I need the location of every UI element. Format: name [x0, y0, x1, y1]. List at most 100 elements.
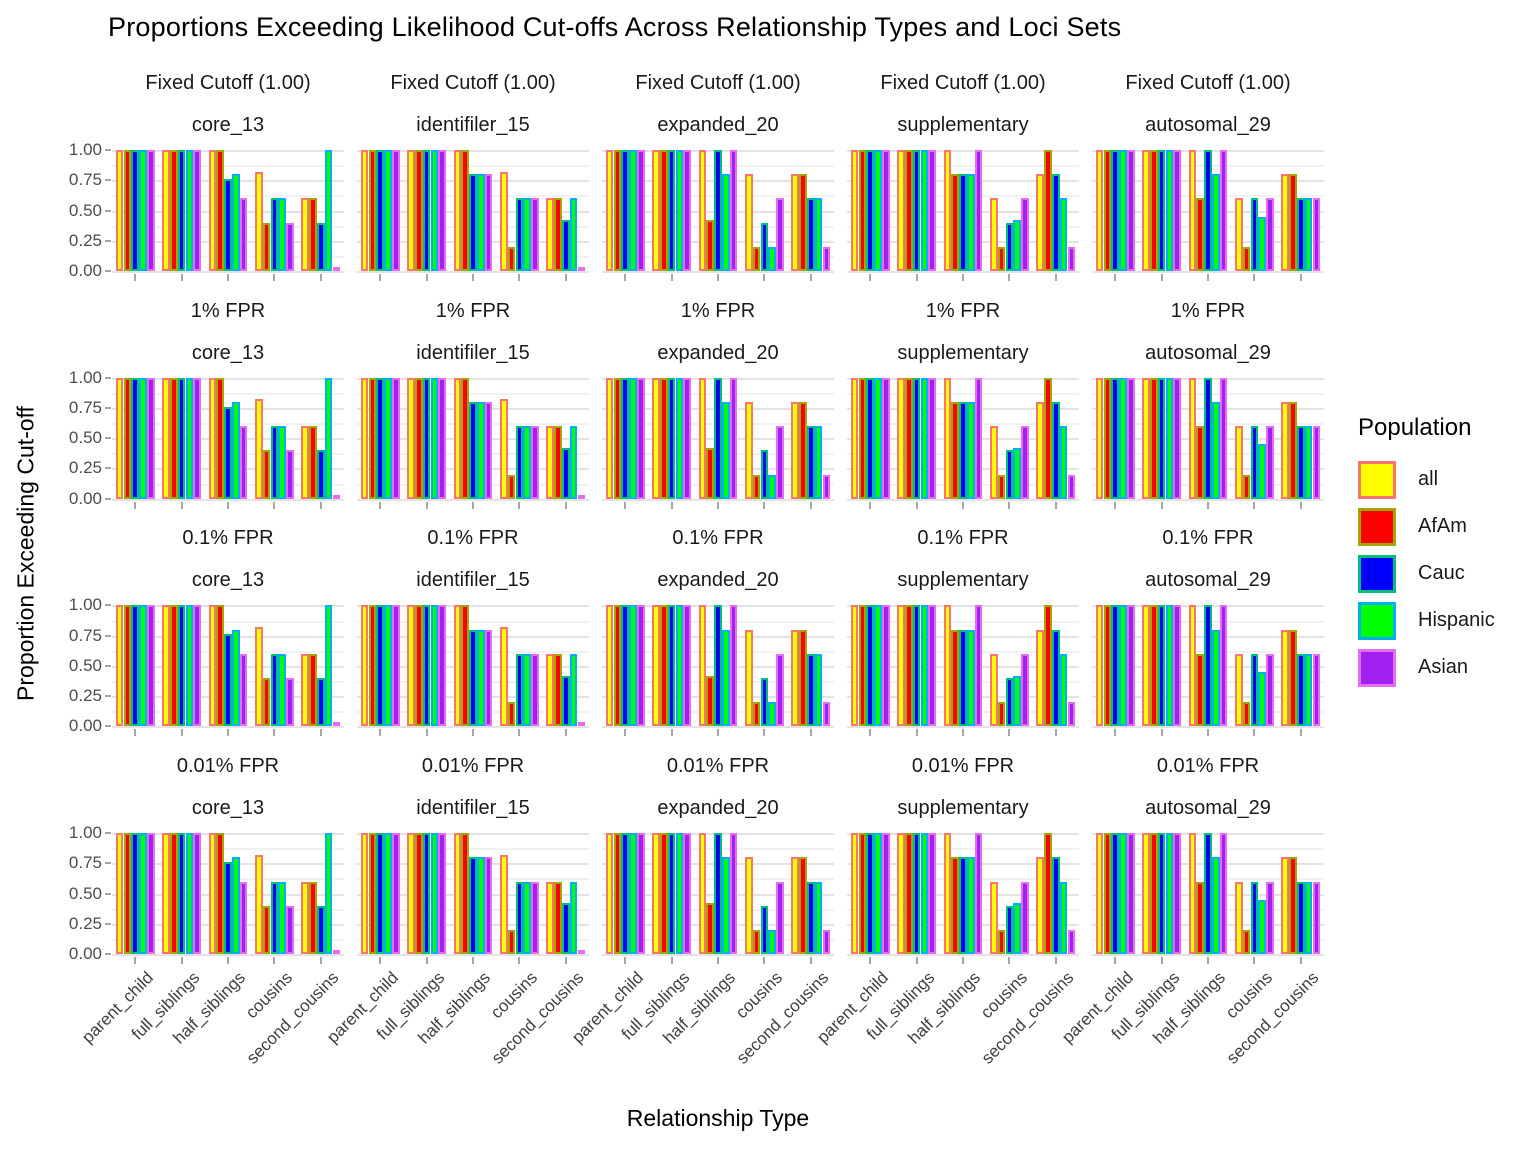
x-tick [1008, 501, 1011, 509]
x-tick [564, 501, 567, 509]
bar-full_siblings-Hispanic [1165, 150, 1174, 271]
bar-second_cousins-all [546, 653, 555, 727]
bar-half_siblings-AfAm [951, 174, 960, 271]
bar-parent_child-Hispanic [874, 833, 882, 955]
bar-full_siblings-Cauc [177, 605, 186, 727]
bar-cousins-Hispanic [1013, 675, 1022, 727]
x-tick [1160, 501, 1163, 509]
bar-parent_child-AfAm [123, 377, 132, 499]
bar-parent_child-all [360, 605, 369, 727]
plot-area [357, 605, 589, 729]
bar-parent_child-Cauc [621, 150, 630, 271]
bar-parent_child-all [605, 377, 614, 499]
x-tick [134, 729, 137, 737]
bar-second_cousins-Asian [822, 929, 831, 955]
bar-second_cousins-Hispanic [324, 833, 333, 955]
bar-full_siblings-Hispanic [185, 150, 194, 271]
facet-col-label: autosomal_29 [1145, 114, 1271, 136]
bar-half_siblings-Hispanic [966, 401, 975, 499]
bar-cousins-all [989, 198, 998, 271]
bar-cousins-Hispanic [1258, 444, 1267, 499]
bar-full_siblings-Cauc [1157, 605, 1166, 727]
gridline [602, 726, 834, 729]
bar-parent_child-Hispanic [874, 377, 882, 499]
x-tick [763, 957, 766, 965]
bar-parent_child-AfAm [368, 833, 377, 955]
bar-cousins-AfAm [997, 929, 1006, 955]
bar-parent_child-AfAm [858, 150, 867, 271]
y-tick [105, 149, 111, 151]
x-axis-title: Relationship Type [626, 1105, 810, 1131]
facet-row-label: 0.01% FPR [666, 755, 770, 778]
bar-second_cousins-Cauc [561, 903, 570, 955]
bar-half_siblings-AfAm [1196, 881, 1205, 955]
bar-cousins-Asian [1021, 426, 1029, 499]
bar-cousins-Asian [286, 678, 294, 727]
bar-cousins-Hispanic [278, 653, 287, 727]
gridline [602, 271, 834, 273]
bar-full_siblings-all [162, 833, 170, 955]
x-tick [425, 501, 428, 509]
facet-row-label: 0.1% FPR [672, 527, 764, 550]
bar-second_cousins-Cauc [1051, 174, 1060, 271]
bar-second_cousins-all [301, 653, 310, 727]
bar-parent_child-Cauc [621, 605, 630, 727]
gridline [112, 165, 344, 168]
bar-cousins-Hispanic [1258, 671, 1267, 727]
bar-full_siblings-Asian [438, 833, 447, 955]
y-tick [105, 634, 111, 637]
bar-cousins-AfAm [262, 905, 271, 955]
bar-full_siblings-Hispanic [675, 833, 684, 955]
bar-half_siblings-Asian [1219, 150, 1228, 271]
bar-cousins-Hispanic [1258, 216, 1267, 271]
bar-full_siblings-AfAm [904, 605, 913, 727]
bar-half_siblings-Asian [1219, 605, 1228, 727]
x-tick [518, 729, 521, 737]
bar-half_siblings-all [208, 605, 217, 727]
bar-full_siblings-all [407, 377, 415, 499]
bar-half_siblings-Asian [729, 377, 738, 499]
bar-parent_child-Hispanic [1119, 833, 1127, 955]
bar-full_siblings-Hispanic [920, 833, 929, 955]
bar-half_siblings-Cauc [959, 401, 967, 499]
x-tick [1054, 729, 1057, 737]
gridline [357, 271, 589, 273]
bar-parent_child-AfAm [613, 833, 622, 955]
bar-parent_child-Asian [391, 605, 400, 727]
bar-second_cousins-all [301, 426, 310, 499]
bar-half_siblings-AfAm [706, 220, 715, 271]
plot-area [1092, 605, 1324, 729]
x-tick [1008, 274, 1011, 281]
bar-half_siblings-AfAm [1196, 426, 1205, 499]
plot-area [357, 377, 589, 501]
x-tick [1160, 729, 1163, 737]
y-tick-label: 0.50 [68, 428, 102, 448]
bar-parent_child-Cauc [376, 150, 385, 271]
plot-area [602, 377, 834, 501]
bar-parent_child-AfAm [1103, 605, 1112, 727]
bar-cousins-Cauc [760, 222, 769, 271]
y-tick [105, 376, 111, 379]
bar-full_siblings-Asian [683, 833, 692, 955]
x-tick [1054, 957, 1057, 965]
bar-cousins-AfAm [752, 474, 761, 499]
y-tick-label: 0.00 [68, 716, 102, 736]
x-tick [915, 957, 918, 965]
bar-cousins-AfAm [262, 450, 271, 499]
x-tick [273, 957, 276, 965]
bar-half_siblings-Asian [729, 605, 738, 727]
bar-cousins-AfAm [262, 222, 271, 271]
x-tick [1160, 274, 1163, 281]
x-tick [180, 274, 183, 281]
bar-cousins-all [744, 857, 753, 955]
bar-cousins-AfAm [752, 246, 761, 271]
bar-second_cousins-Hispanic [814, 198, 823, 271]
bar-second_cousins-Asian [1067, 702, 1076, 727]
bar-full_siblings-AfAm [904, 377, 913, 499]
bar-half_siblings-Hispanic [721, 174, 730, 271]
bar-cousins-AfAm [997, 702, 1006, 727]
facet-row-label: 0.1% FPR [917, 527, 1009, 550]
x-tick [180, 957, 183, 965]
bar-full_siblings-Cauc [912, 377, 921, 499]
